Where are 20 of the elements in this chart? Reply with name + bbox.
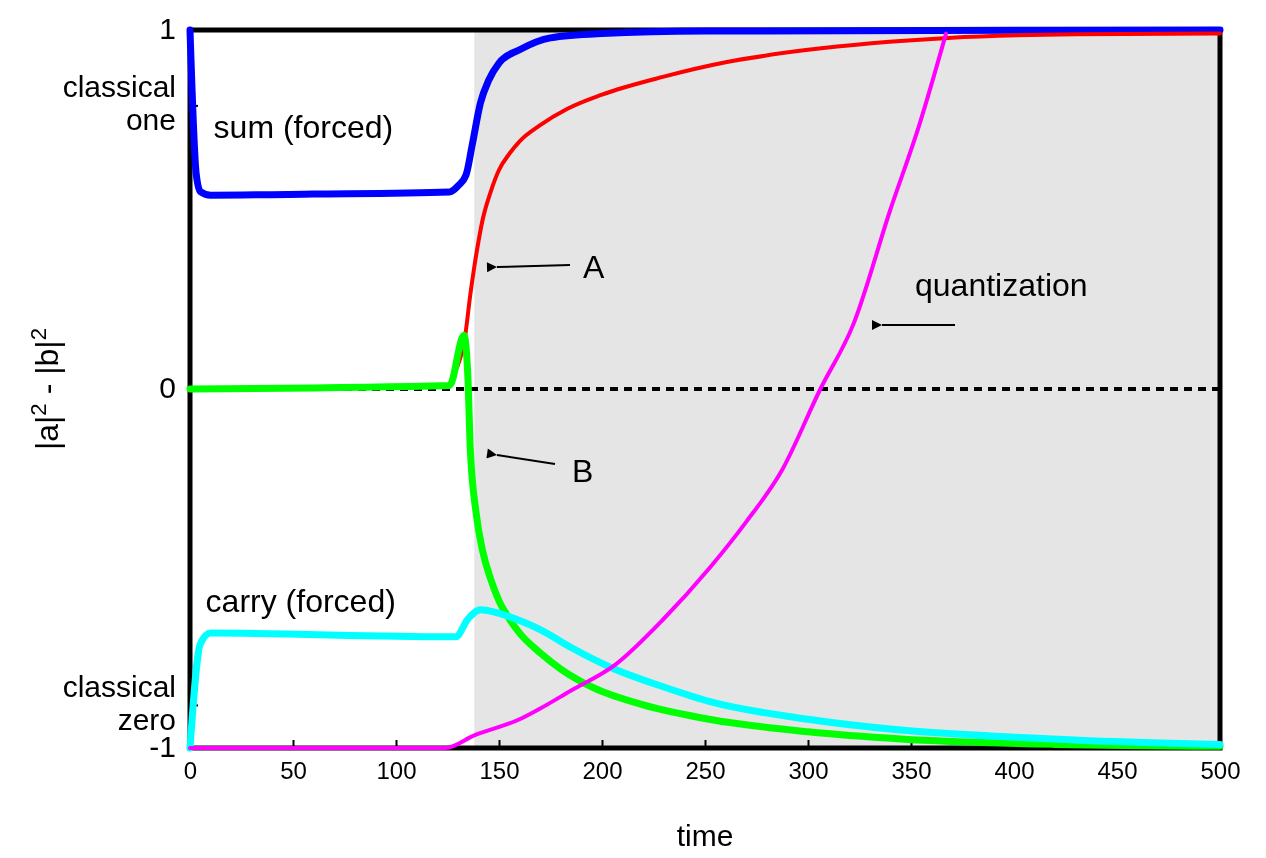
- x-tick-label: 450: [1097, 757, 1138, 785]
- y-tick-label: 1: [159, 11, 176, 45]
- x-tick-label: 250: [685, 757, 726, 785]
- x-tick-label: 350: [891, 757, 932, 785]
- x-axis-title: time: [676, 819, 734, 852]
- y-tick-label: classical one: [62, 70, 176, 137]
- annotation: A: [583, 249, 605, 286]
- x-tick-label: 150: [479, 757, 520, 785]
- x-tick-label: 500: [1200, 757, 1241, 785]
- x-tick-label: 300: [788, 757, 829, 785]
- x-tick-label: 50: [280, 757, 307, 785]
- x-tick-label: 400: [994, 757, 1035, 785]
- annotation: sum (forced): [213, 108, 394, 145]
- x-tick-label: 100: [376, 757, 417, 785]
- annotation: B: [572, 453, 594, 490]
- annotation: quantization: [915, 267, 1088, 304]
- x-tick-label: 200: [582, 757, 623, 785]
- x-tick-label: 0: [183, 757, 198, 785]
- annotation: carry (forced): [205, 582, 396, 619]
- y-tick-label: 0: [159, 370, 176, 404]
